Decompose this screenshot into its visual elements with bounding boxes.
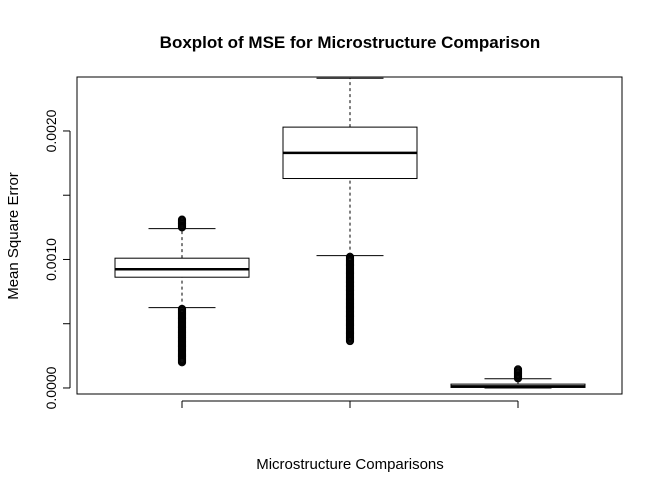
x-axis-label: Microstructure Comparisons — [256, 456, 444, 473]
plot-frame — [76, 76, 623, 395]
x-axis — [181, 400, 519, 408]
boxes-group — [114, 77, 586, 389]
iqr-box — [114, 257, 250, 278]
y-axis-label: Mean Square Error — [5, 172, 22, 300]
box-1 — [114, 215, 250, 367]
outlier-point — [513, 365, 523, 374]
y-axis: 0.0000 0.0010 0.0020 — [43, 109, 71, 409]
chart-title: Boxplot of MSE for Microstructure Compar… — [160, 33, 541, 52]
y-tick-label: 0.0020 — [43, 109, 59, 152]
box-2 — [282, 77, 418, 346]
outlier-point — [177, 215, 187, 224]
y-tick-label: 0.0000 — [43, 366, 59, 409]
y-tick-label: 0.0010 — [43, 238, 59, 281]
box-3 — [450, 365, 586, 389]
